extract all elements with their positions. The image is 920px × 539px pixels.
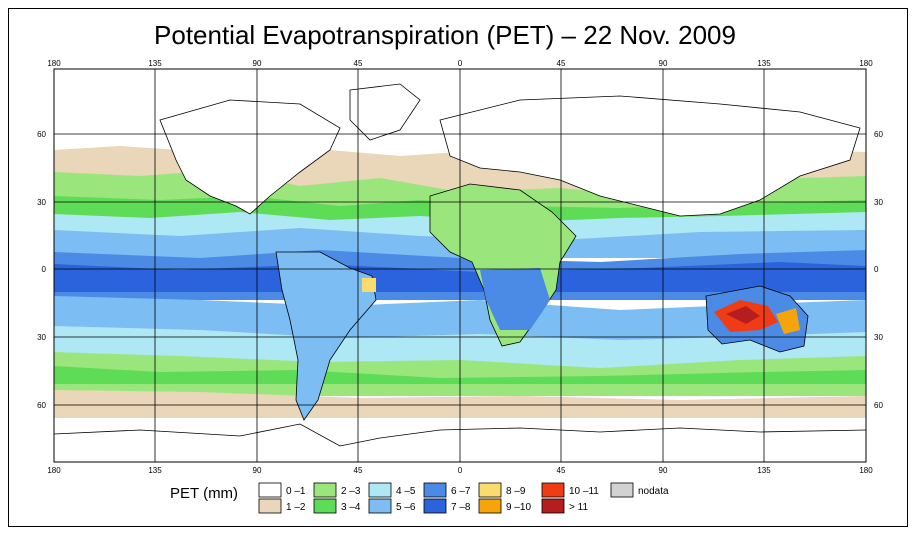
lon-label-top: 90 [659,59,668,68]
antarctica-coast [53,423,867,447]
lon-label-top: 45 [557,59,566,68]
lon-label-top: 45 [354,59,363,68]
legend-swatch [423,498,447,514]
lat-label-right: 0 [874,265,879,274]
legend-label: 2 –3 [341,486,361,497]
eurasia [439,95,861,217]
africa-south-pet [480,268,550,330]
legend-swatch [423,482,447,498]
lat-labels-left: 60 30 0 30 60 [37,130,46,410]
australia-east-pet [776,308,800,334]
lat-labels-right: 60 30 0 30 60 [874,130,883,410]
lon-label-top: 135 [148,59,162,68]
lon-label-bottom: 90 [659,466,668,475]
legend-swatch [368,498,392,514]
legend-label: 1 –2 [286,502,306,513]
lat-label-left: 60 [37,401,46,410]
lon-label-top: 0 [458,59,463,68]
legend-swatch [368,482,392,498]
lat-label-left: 30 [37,198,46,207]
graticule [54,69,866,462]
lat-label-left: 60 [37,130,46,139]
lon-label-top: 180 [859,59,873,68]
north-america [159,99,341,215]
legend-label: 0 –1 [286,486,306,497]
lat-label-right: 60 [874,130,883,139]
legend-label: 5 –6 [396,502,416,513]
lat-label-right: 30 [874,333,883,342]
legend-label: 9 –10 [506,502,531,513]
south-america-hotspot [362,278,376,292]
legend-label: 8 –9 [506,486,526,497]
map-border [53,68,867,463]
lat-label-right: 30 [874,198,883,207]
greenland [349,83,421,141]
legend-swatch [541,498,565,514]
legend-label: 6 –7 [451,486,471,497]
legend: 0 –1 1 –2 2 –3 3 –4 4 –5 5 –6 6 –7 7 –8 … [258,482,669,514]
legend-swatch [258,482,282,498]
legend-label: 10 –11 [569,486,599,497]
lat-label-left: 30 [37,333,46,342]
lon-label-top: 135 [757,59,771,68]
legend-label: nodata [638,486,669,497]
legend-label: 4 –5 [396,486,416,497]
legend-swatch [313,482,337,498]
map-title: Potential Evapotranspiration (PET) – 22 … [154,20,736,50]
lon-label-bottom: 180 [859,466,873,475]
legend-swatch [541,482,565,498]
legend-title: PET (mm) [170,485,239,502]
legend-swatch [478,482,502,498]
lon-label-top: 180 [47,59,61,68]
legend-label: > 11 [569,502,588,513]
lon-label-bottom: 180 [47,466,61,475]
lon-label-bottom: 135 [757,466,771,475]
legend-swatch [313,498,337,514]
lon-label-bottom: 0 [458,466,463,475]
australia-very-high-pet [726,306,760,324]
lon-label-top: 90 [253,59,262,68]
lon-labels-top: 180 135 90 45 0 45 90 135 180 [47,59,873,68]
legend-swatch [478,498,502,514]
lon-label-bottom: 90 [253,466,262,475]
lon-labels-bottom: 180 135 90 45 0 45 90 135 180 [47,466,873,475]
lat-label-right: 60 [874,401,883,410]
lon-label-bottom: 135 [148,466,162,475]
legend-label: 3 –4 [341,502,361,513]
legend-swatch [610,482,634,498]
lat-label-left: 0 [42,265,47,274]
lon-label-bottom: 45 [354,466,363,475]
legend-label: 7 –8 [451,502,471,513]
legend-swatch [258,498,282,514]
lon-label-bottom: 45 [557,466,566,475]
